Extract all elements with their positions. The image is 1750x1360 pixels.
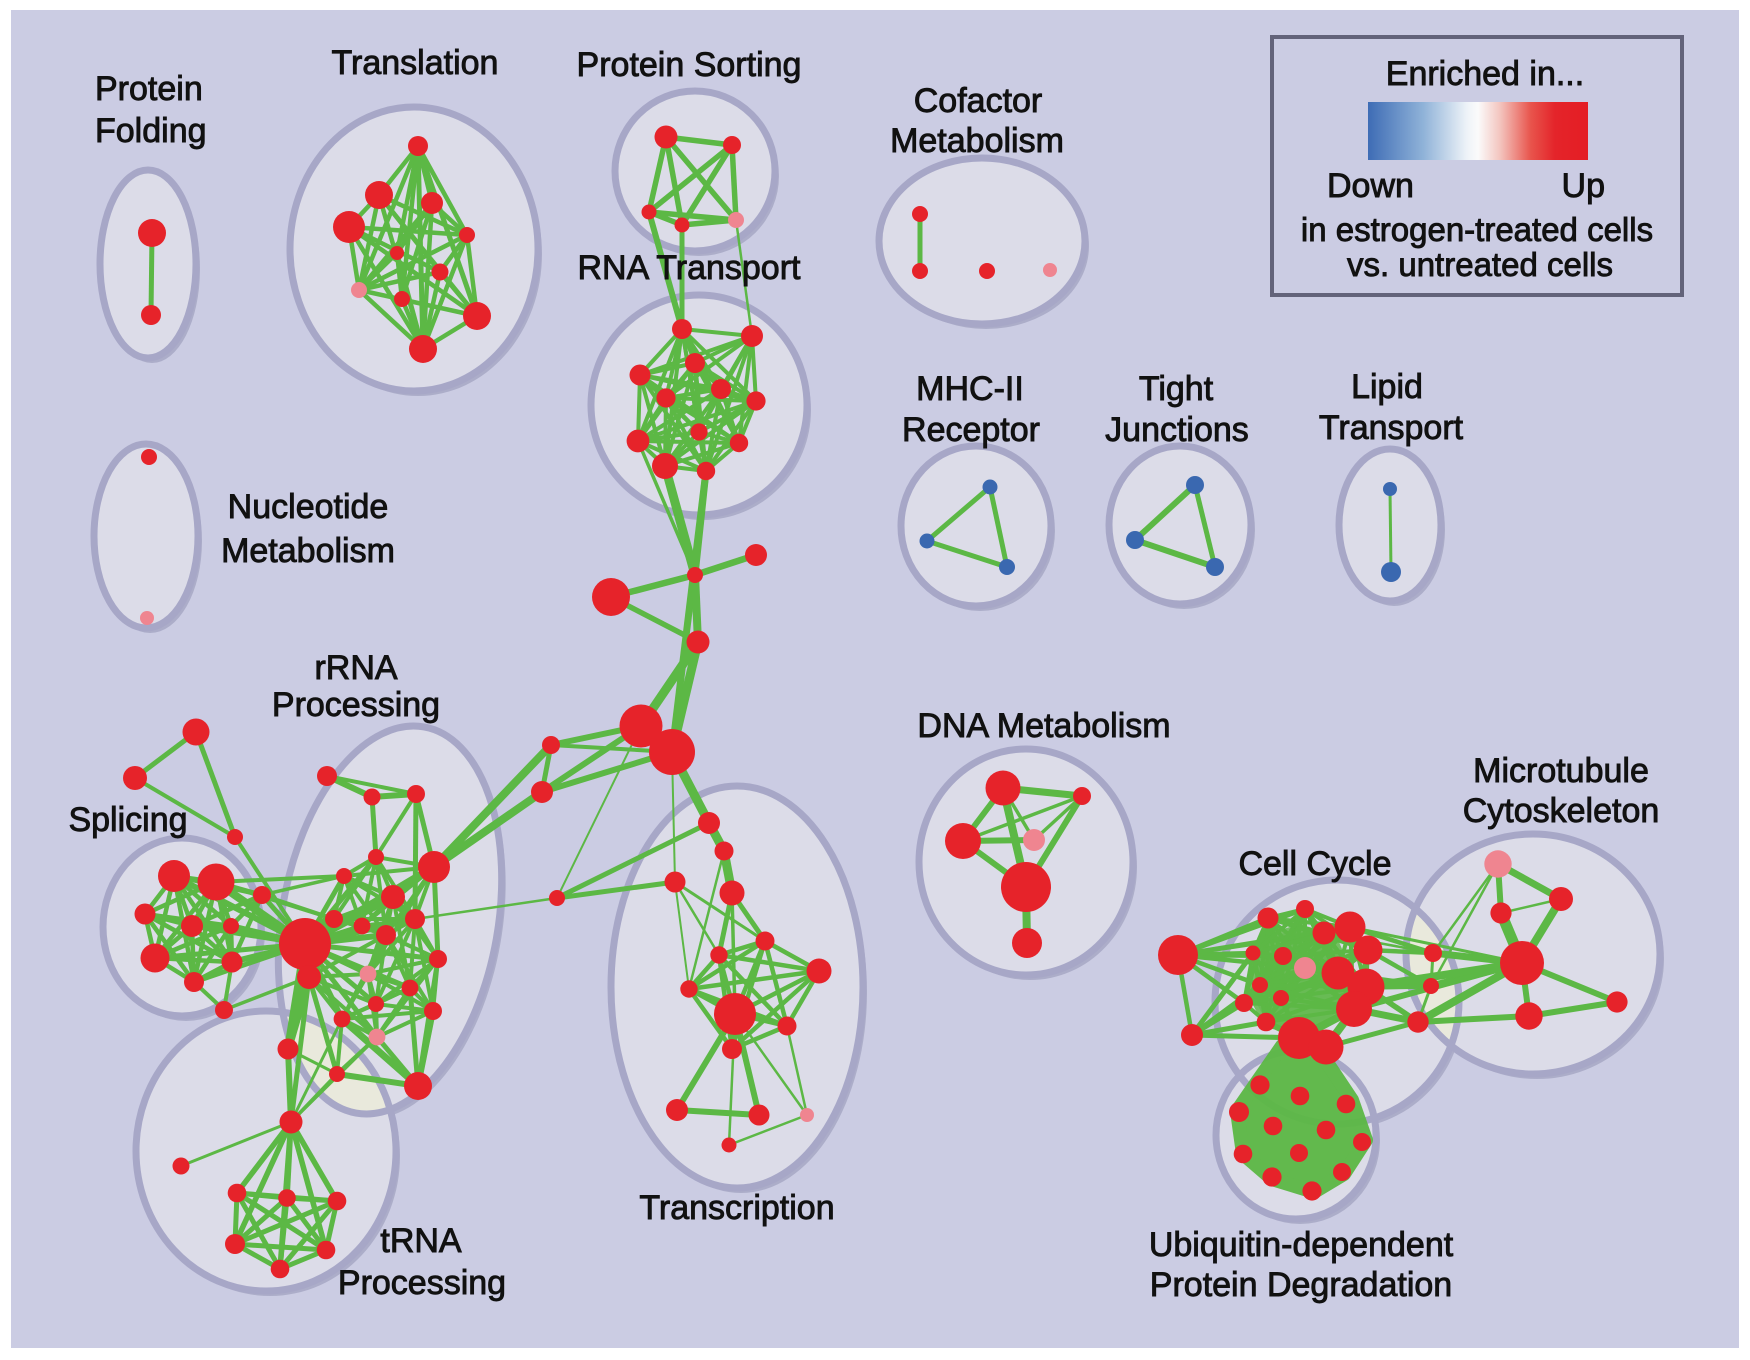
svg-text:Cytoskeleton: Cytoskeleton (1463, 792, 1660, 830)
svg-text:Ubiquitin-dependent: Ubiquitin-dependent (1149, 1226, 1454, 1264)
svg-text:Protein: Protein (95, 70, 203, 108)
svg-text:Metabolism: Metabolism (221, 532, 395, 570)
svg-text:Cell Cycle: Cell Cycle (1238, 845, 1391, 883)
svg-text:tRNA: tRNA (380, 1222, 462, 1260)
svg-text:Up: Up (1562, 167, 1605, 205)
svg-text:Microtubule: Microtubule (1473, 752, 1649, 790)
svg-text:DNA Metabolism: DNA Metabolism (917, 707, 1170, 745)
svg-text:Translation: Translation (332, 44, 499, 82)
svg-text:Transcription: Transcription (639, 1189, 834, 1227)
svg-text:Receptor: Receptor (902, 411, 1040, 449)
svg-text:Tight: Tight (1139, 370, 1214, 408)
svg-text:Transport: Transport (1319, 409, 1464, 447)
svg-text:Lipid: Lipid (1351, 368, 1423, 406)
svg-text:vs. untreated cells: vs. untreated cells (1347, 246, 1613, 283)
svg-text:Folding: Folding (95, 112, 207, 150)
svg-text:Processing: Processing (272, 686, 440, 724)
svg-text:Metabolism: Metabolism (890, 122, 1064, 160)
svg-text:Protein Degradation: Protein Degradation (1150, 1266, 1452, 1304)
svg-text:Enriched in...: Enriched in... (1386, 55, 1584, 93)
svg-text:Cofactor: Cofactor (914, 82, 1043, 120)
svg-text:Down: Down (1327, 167, 1414, 205)
svg-text:Processing: Processing (338, 1264, 506, 1302)
svg-text:rRNA: rRNA (314, 649, 397, 687)
svg-text:Nucleotide: Nucleotide (228, 488, 389, 526)
svg-text:MHC-II: MHC-II (916, 370, 1024, 408)
svg-text:Splicing: Splicing (68, 801, 187, 839)
svg-text:in estrogen-treated cells: in estrogen-treated cells (1301, 211, 1653, 248)
svg-text:Protein Sorting: Protein Sorting (577, 46, 802, 84)
svg-text:Junctions: Junctions (1105, 411, 1249, 449)
svg-text:RNA Transport: RNA Transport (578, 249, 802, 287)
